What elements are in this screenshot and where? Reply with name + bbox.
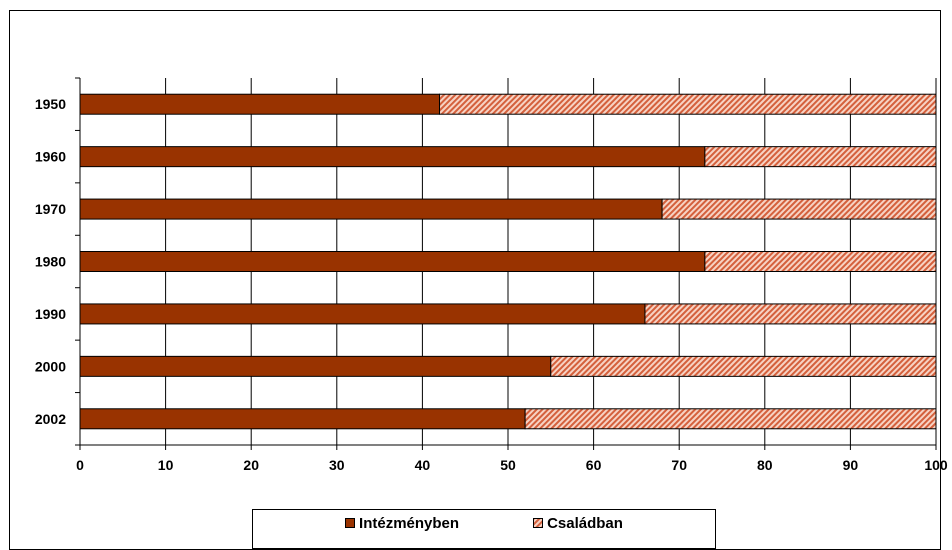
- legend-label-series-0: Intézményben: [359, 514, 460, 532]
- legend-swatch-series-1: [533, 518, 544, 528]
- y-tick-label-1950: 1950: [35, 96, 66, 112]
- x-tick-label-10: 10: [158, 457, 174, 473]
- tick-labels: 0 10 20 30 40 50 60 70 80 90 100 1950 1960 1970 1980 19…: [35, 96, 948, 473]
- y-tick-label-1970: 1970: [35, 201, 66, 217]
- bar-1990-series-0: [79, 303, 646, 325]
- y-tick-label-1990: 1990: [35, 306, 66, 322]
- x-tick-label-100: 100: [924, 457, 948, 473]
- legend-item-series-1: Családban: [533, 515, 623, 532]
- bar-2000-series-0: [79, 355, 552, 377]
- bar-1990-series-1: [644, 303, 937, 325]
- y-tick-label-1980: 1980: [35, 254, 66, 270]
- bar-1980-series-1: [704, 251, 937, 272]
- legend-label-series-1: Családban: [547, 514, 623, 532]
- legend: Intézményben Családban: [252, 509, 716, 549]
- axes: [75, 77, 937, 450]
- bar-1970-series-0: [79, 198, 663, 220]
- x-tick-label-70: 70: [671, 457, 687, 473]
- x-tick-label-50: 50: [500, 457, 516, 473]
- bar-chart: 0 10 20 30 40 50 60 70 80 90 100 1950 1960 1970 1980 19…: [35, 77, 948, 473]
- bar-1950-series-0: [79, 93, 441, 115]
- legend-item-series-0: Intézményben: [345, 515, 459, 532]
- bar-1960-series-0: [79, 146, 706, 168]
- bar-2000-series-1: [550, 355, 937, 377]
- x-tick-label-80: 80: [757, 457, 773, 473]
- bar-2002-series-1: [524, 408, 937, 430]
- bar-1960-series-1: [704, 146, 937, 168]
- y-tick-label-2002: 2002: [35, 411, 66, 427]
- x-tick-label-90: 90: [843, 457, 859, 473]
- x-tick-label-20: 20: [243, 457, 259, 473]
- bar-1970-series-1: [661, 198, 937, 220]
- bar-1980-series-0: [79, 251, 706, 272]
- y-tick-label-2000: 2000: [35, 358, 66, 374]
- bar-2002-series-0: [79, 408, 526, 430]
- x-tick-label-0: 0: [76, 457, 84, 473]
- bars: [79, 93, 937, 430]
- x-tick-label-40: 40: [415, 457, 431, 473]
- y-tick-label-1960: 1960: [35, 149, 66, 165]
- x-tick-label-30: 30: [329, 457, 345, 473]
- legend-swatch-series-0: [345, 518, 356, 528]
- x-tick-label-60: 60: [586, 457, 602, 473]
- bar-1950-series-1: [439, 93, 937, 115]
